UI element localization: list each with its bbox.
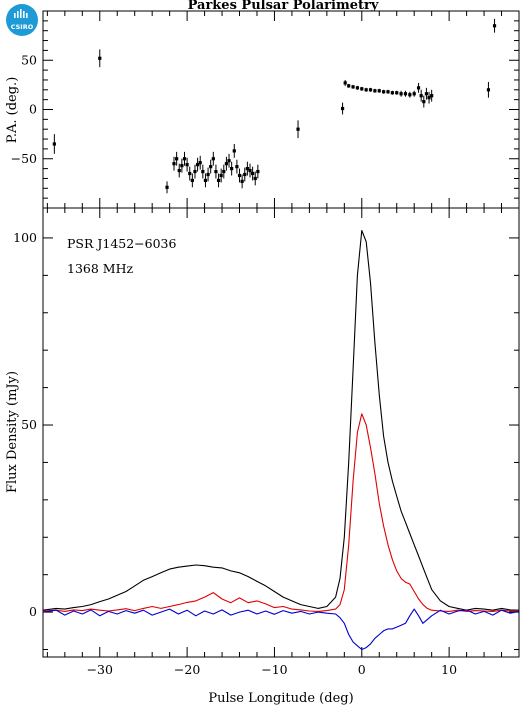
pa-data-point <box>190 173 194 188</box>
pa-y-axis-label: P.A. (deg.) <box>5 77 20 144</box>
pa-data-point <box>364 87 368 92</box>
pa-data-point <box>237 168 242 183</box>
pa-data-point <box>177 163 181 178</box>
pa-data-point <box>188 166 192 181</box>
pa-axes: −50 0 50 <box>11 10 520 209</box>
pa-data-point <box>222 164 226 179</box>
flux-x-tick-label: −30 <box>87 662 113 677</box>
pa-data-point <box>251 166 255 181</box>
pa-data-point <box>198 155 202 170</box>
pa-data-point <box>209 159 213 174</box>
pa-data-point <box>360 86 364 91</box>
flux-y-tick-label: 50 <box>21 417 37 432</box>
pa-data-point <box>430 89 434 102</box>
pa-data-point <box>172 156 176 171</box>
pa-data-point <box>52 134 56 154</box>
pa-y-tick-label: 50 <box>21 52 37 67</box>
pa-data-point <box>416 82 421 93</box>
pa-data-point <box>219 168 223 183</box>
pa-data-point <box>165 181 169 194</box>
pa-data-point <box>412 90 416 97</box>
frequency-annotation: 1368 MHz <box>67 261 133 276</box>
pa-data-point <box>382 89 386 94</box>
pa-data-point <box>180 158 184 173</box>
pa-data-point <box>386 89 390 94</box>
pa-data-point <box>195 157 200 172</box>
pa-data-point <box>486 81 491 98</box>
pa-data-point <box>403 90 408 97</box>
pa-data-point <box>427 91 431 104</box>
pa-data-point <box>214 164 218 179</box>
linear-polarization-line <box>42 413 520 612</box>
pa-data-point <box>203 173 208 188</box>
pa-data-point <box>368 87 373 92</box>
flux-axes: 0 50 100 −30 −20 −10 0 10 <box>13 208 520 677</box>
pa-data-point <box>98 49 102 68</box>
pa-data-point <box>419 89 423 102</box>
csiro-logo-icon <box>14 9 28 18</box>
pa-data-point <box>201 164 205 179</box>
pa-data-point <box>399 90 403 97</box>
pa-data-point <box>185 157 189 172</box>
pa-data-point <box>377 88 381 93</box>
pa-data-point <box>343 79 347 86</box>
pa-data-point <box>224 156 229 171</box>
pa-data-point <box>206 167 210 182</box>
pa-data-point <box>296 120 300 139</box>
chart-title: Parkes Pulsar Polarimetry <box>188 0 379 13</box>
pa-data-point <box>390 90 394 95</box>
pa-data-point <box>408 91 412 98</box>
pa-data-point <box>256 164 260 179</box>
flux-y-tick-label: 100 <box>13 230 37 245</box>
pa-data-point <box>240 174 244 189</box>
total-intensity-line <box>42 229 520 611</box>
pa-data-point <box>355 85 360 90</box>
pa-data-point <box>175 151 179 166</box>
flux-x-tick-label: −20 <box>174 662 200 677</box>
pa-data-point <box>422 95 426 108</box>
pa-data-point <box>227 153 231 168</box>
pa-data-point <box>351 84 355 89</box>
pa-y-tick-label: −50 <box>11 151 37 166</box>
pa-data-point <box>347 83 351 88</box>
pa-data-point <box>211 151 215 166</box>
x-axis-label: Pulse Longitude (deg) <box>208 691 353 706</box>
pa-data-point <box>492 18 497 33</box>
pa-points <box>52 18 497 194</box>
csiro-logo-badge <box>6 4 38 36</box>
pa-data-point <box>253 171 257 186</box>
pa-data-point <box>232 143 236 158</box>
pa-data-point <box>373 88 377 93</box>
csiro-logo: CSIRO <box>6 4 38 36</box>
csiro-logo-text: CSIRO <box>11 23 34 31</box>
flux-x-tick-label: −10 <box>261 662 287 677</box>
pa-data-point <box>230 161 234 176</box>
pa-data-point <box>216 173 221 188</box>
pa-y-tick-label: 0 <box>29 102 37 117</box>
flux-y-axis-label: Flux Density (mJy) <box>5 371 20 493</box>
pa-panel-frame <box>42 10 520 209</box>
pa-data-point <box>235 159 239 174</box>
pa-data-point <box>245 161 249 176</box>
pa-data-point <box>243 167 247 182</box>
flux-panel-frame <box>42 207 520 658</box>
pa-data-point <box>248 163 252 178</box>
pa-data-point <box>424 87 429 100</box>
flux-lines <box>42 229 520 651</box>
pa-data-point <box>193 164 197 179</box>
flux-x-tick-label: 0 <box>358 662 366 677</box>
pa-data-point <box>340 102 345 115</box>
pa-data-point <box>182 151 187 166</box>
flux-y-tick-label: 0 <box>29 604 37 619</box>
pulsar-name-annotation: PSR J1452−6036 <box>67 236 177 251</box>
flux-x-tick-label: 10 <box>441 662 457 677</box>
circular-polarization-line <box>42 608 520 651</box>
pa-data-point <box>395 90 399 95</box>
